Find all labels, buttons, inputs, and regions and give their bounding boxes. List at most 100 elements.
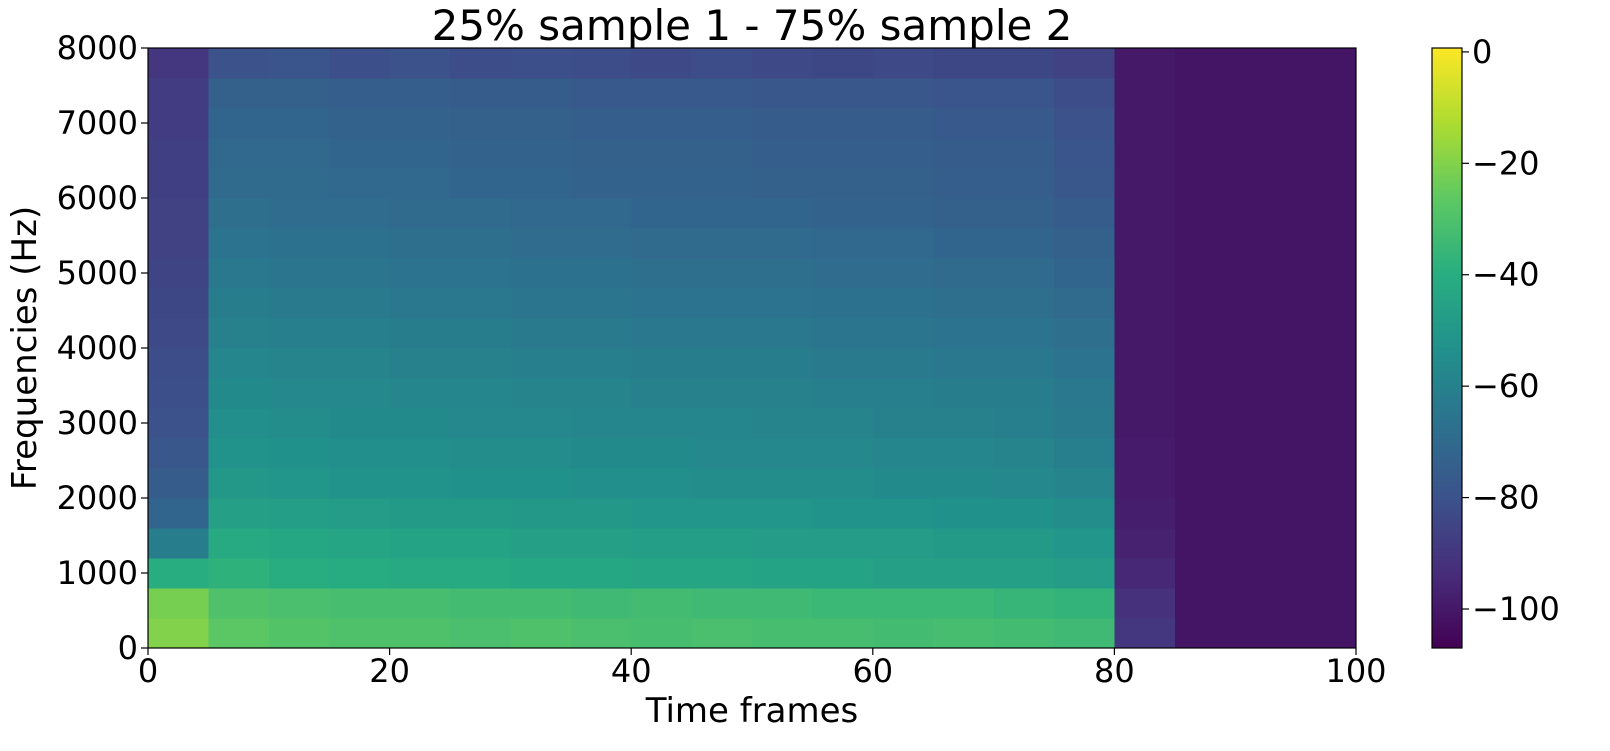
x-tick-label: 100: [1325, 652, 1386, 690]
heatmap-cell: [752, 288, 813, 319]
heatmap-cell: [570, 78, 632, 109]
heatmap-cell: [1054, 78, 1115, 109]
heatmap-cell: [812, 78, 874, 109]
heatmap-cell: [752, 378, 813, 409]
heatmap-cell: [933, 378, 995, 409]
heatmap-cell: [631, 48, 693, 79]
y-tick-label: 6000: [57, 179, 138, 217]
heatmap-cell: [208, 168, 270, 199]
heatmap-cell: [752, 228, 813, 259]
heatmap-cell: [450, 348, 511, 379]
heatmap-cell: [268, 288, 330, 319]
heatmap-cell: [1054, 528, 1115, 559]
heatmap-cell: [148, 588, 209, 619]
heatmap-cell: [993, 48, 1055, 79]
heatmap-cell: [993, 468, 1055, 499]
heatmap-cell: [933, 168, 995, 199]
heatmap-cell: [570, 318, 632, 349]
heatmap-cell: [812, 468, 874, 499]
heatmap-cell: [570, 288, 632, 319]
heatmap-cell: [993, 108, 1055, 139]
colorbar-tick-label: −40: [1472, 256, 1540, 294]
heatmap-cell: [752, 498, 813, 529]
heatmap-cell: [691, 408, 753, 439]
heatmap-cell: [752, 258, 813, 289]
heatmap-cell: [389, 378, 451, 409]
heatmap-cell: [631, 78, 693, 109]
heatmap-cell: [993, 318, 1055, 349]
x-tick-label: 40: [611, 652, 652, 690]
heatmap-cell: [148, 258, 209, 289]
heatmap-cell: [812, 258, 874, 289]
heatmap-cell: [510, 318, 572, 349]
heatmap-cell: [1295, 588, 1357, 619]
heatmap-cell: [691, 528, 753, 559]
x-tick-label: 20: [369, 652, 410, 690]
heatmap-cell: [268, 588, 330, 619]
heatmap-cell: [148, 228, 209, 259]
heatmap-cell: [993, 498, 1055, 529]
heatmap-cell: [1295, 468, 1357, 499]
heatmap-cell: [570, 228, 632, 259]
heatmap-cell: [812, 138, 874, 169]
heatmap-cell: [148, 318, 209, 349]
heatmap-cell: [1114, 528, 1176, 559]
heatmap-cell: [1235, 528, 1297, 559]
heatmap-cell: [1054, 108, 1115, 139]
heatmap-cell: [510, 138, 572, 169]
heatmap-cell: [812, 438, 874, 469]
heatmap-cell: [1054, 378, 1115, 409]
heatmap-cell: [1054, 228, 1115, 259]
heatmap-cell: [208, 378, 270, 409]
heatmap-cell: [1174, 468, 1236, 499]
heatmap-cell: [872, 528, 934, 559]
heatmap-cell: [208, 618, 270, 649]
heatmap-cell: [631, 378, 693, 409]
heatmap-cell: [450, 468, 511, 499]
heatmap-cell: [329, 258, 391, 289]
heatmap-cell: [933, 468, 995, 499]
heatmap-cell: [1174, 168, 1236, 199]
heatmap-cell: [993, 288, 1055, 319]
heatmap-cell: [148, 48, 209, 79]
heatmap-cell: [812, 558, 874, 589]
heatmap-cell: [631, 108, 693, 139]
heatmap-cell: [691, 48, 753, 79]
heatmap-cell: [329, 468, 391, 499]
heatmap-cell: [450, 168, 511, 199]
heatmap-cell: [450, 378, 511, 409]
heatmap-cell: [993, 168, 1055, 199]
heatmap-cell: [993, 348, 1055, 379]
heatmap-cell: [1174, 348, 1236, 379]
heatmap-cell: [148, 288, 209, 319]
heatmap-cell: [329, 588, 391, 619]
heatmap-cell: [570, 528, 632, 559]
heatmap-cell: [510, 588, 572, 619]
heatmap-cell: [1235, 468, 1297, 499]
heatmap-cell: [570, 498, 632, 529]
heatmap-cell: [933, 348, 995, 379]
heatmap-cell: [1295, 408, 1357, 439]
x-tick-label: 80: [1094, 652, 1135, 690]
heatmap-cell: [1235, 318, 1297, 349]
heatmap-cell: [1054, 408, 1115, 439]
heatmap-cell: [148, 378, 209, 409]
heatmap-cell: [933, 108, 995, 139]
heatmap-cell: [933, 48, 995, 79]
heatmap-cell: [812, 318, 874, 349]
heatmap-cell: [510, 498, 572, 529]
heatmap-cell: [752, 198, 813, 229]
heatmap-cell: [208, 288, 270, 319]
x-tick-label: 0: [138, 652, 158, 690]
heatmap-cell: [450, 198, 511, 229]
heatmap-cell: [389, 48, 451, 79]
heatmap-cell: [933, 288, 995, 319]
heatmap-cell: [872, 618, 934, 649]
heatmap-cell: [872, 468, 934, 499]
heatmap-cell: [1054, 198, 1115, 229]
heatmap-cell: [812, 618, 874, 649]
heatmap-cell: [148, 468, 209, 499]
heatmap-cell: [570, 198, 632, 229]
colorbar-tick-label: −100: [1472, 590, 1560, 628]
